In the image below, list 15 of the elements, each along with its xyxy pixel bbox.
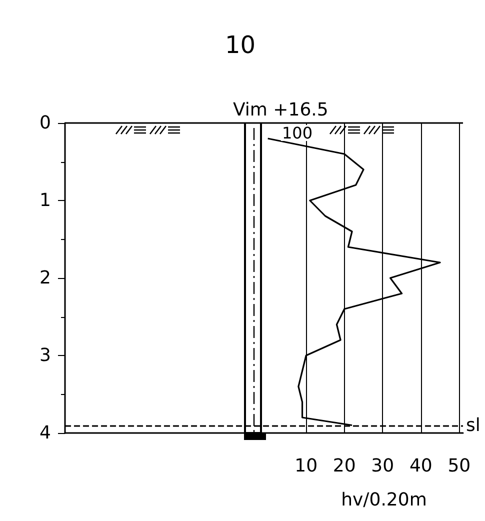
y-tick-label: 4 [40, 422, 51, 444]
annotation: 100 [282, 124, 313, 142]
x-tick-label: 40 [409, 456, 432, 476]
x-tick-label: 20 [332, 456, 356, 476]
y-tick-label: 1 [40, 190, 51, 211]
x-tick-label: 30 [371, 456, 394, 476]
y-tick-label: 2 [40, 268, 51, 288]
chart-title: 10 [225, 31, 256, 59]
x-tick-label: 10 [294, 456, 318, 476]
y-tick-label: 3 [40, 345, 51, 366]
x-tick-label: 50 [448, 456, 471, 476]
x-axis-title: hv/0.20m [341, 490, 427, 510]
ref-line-label: Vim +16.5 [233, 100, 328, 120]
ref-line-label: sl [466, 414, 480, 436]
y-tick-label: 0 [40, 112, 51, 134]
